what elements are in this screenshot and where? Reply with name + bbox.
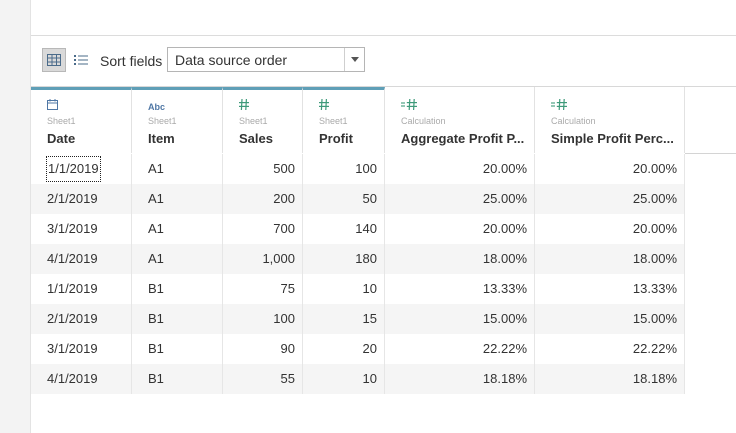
table-row: 2/1/2019 A1 200 50 25.00% 25.00% xyxy=(31,184,685,214)
table-cell[interactable]: 25.00% xyxy=(535,184,685,214)
table-cell[interactable]: 75 xyxy=(223,274,303,304)
column-header-simple-profit-perc[interactable]: Calculation Simple Profit Perc... xyxy=(535,87,685,153)
table-cell[interactable]: 140 xyxy=(303,214,385,244)
table-cell[interactable]: 2/1/2019 xyxy=(31,184,132,214)
table-cell[interactable]: 25.00% xyxy=(385,184,535,214)
grid-view-icon xyxy=(47,54,61,66)
table-cell[interactable]: 700 xyxy=(223,214,303,244)
table-cell[interactable]: A1 xyxy=(132,244,223,274)
table-row: 4/1/2019 A1 1,000 180 18.00% 18.00% xyxy=(31,244,685,274)
table-cell[interactable]: 15.00% xyxy=(385,304,535,334)
table-row: 3/1/2019 B1 90 20 22.22% 22.22% xyxy=(31,334,685,364)
table-cell[interactable]: 15 xyxy=(303,304,385,334)
table-cell[interactable]: 15.00% xyxy=(535,304,685,334)
table-cell[interactable]: 180 xyxy=(303,244,385,274)
table-row: 1/1/2019 A1 500 100 20.00% 20.00% xyxy=(31,154,685,184)
table-cell[interactable]: 3/1/2019 xyxy=(31,334,132,364)
table-cell[interactable]: 10 xyxy=(303,274,385,304)
column-header-profit[interactable]: Sheet1 Profit xyxy=(303,87,385,153)
column-name-label: Date xyxy=(47,131,76,146)
table-cell[interactable]: B1 xyxy=(132,334,223,364)
table-cell[interactable]: 90 xyxy=(223,334,303,364)
calculated-number-icon[interactable] xyxy=(401,97,417,111)
table-cell[interactable]: 18.00% xyxy=(535,244,685,274)
table-cell[interactable]: 18.00% xyxy=(385,244,535,274)
table-cell[interactable]: A1 xyxy=(132,184,223,214)
sort-fields-value: Data source order xyxy=(175,52,288,68)
table-cell[interactable]: 1,000 xyxy=(223,244,303,274)
table-cell[interactable]: B1 xyxy=(132,364,223,394)
calculated-number-icon[interactable] xyxy=(551,97,567,111)
chevron-down-icon xyxy=(350,57,359,62)
table-cell[interactable]: A1 xyxy=(132,214,223,244)
table-cell[interactable]: A1 xyxy=(132,154,223,184)
table-cell[interactable]: 4/1/2019 xyxy=(31,364,132,394)
column-source-label: Sheet1 xyxy=(47,116,76,126)
table-cell[interactable]: 20 xyxy=(303,334,385,364)
column-source-label: Sheet1 xyxy=(148,116,177,126)
left-panel-strip xyxy=(0,0,31,433)
sort-fields-dropdown[interactable]: Data source order xyxy=(167,47,365,72)
table-cell[interactable]: 20.00% xyxy=(385,154,535,184)
column-header-item[interactable]: Abc Sheet1 Item xyxy=(132,87,223,153)
table-cell[interactable]: 20.00% xyxy=(535,154,685,184)
table-cell[interactable]: 500 xyxy=(223,154,303,184)
table-cell[interactable]: 13.33% xyxy=(535,274,685,304)
table-row: 2/1/2019 B1 100 15 15.00% 15.00% xyxy=(31,304,685,334)
column-source-label: Sheet1 xyxy=(319,116,348,126)
table-cell[interactable]: B1 xyxy=(132,304,223,334)
table-cell[interactable]: 13.33% xyxy=(385,274,535,304)
top-panel xyxy=(31,0,736,36)
number-hash-icon[interactable] xyxy=(239,97,249,111)
column-name-label: Simple Profit Perc... xyxy=(551,131,674,146)
column-name-label: Profit xyxy=(319,131,353,146)
table-cell[interactable]: 200 xyxy=(223,184,303,214)
table-cell[interactable]: 20.00% xyxy=(535,214,685,244)
table-row: 4/1/2019 B1 55 10 18.18% 18.18% xyxy=(31,364,685,394)
table-cell[interactable]: 18.18% xyxy=(535,364,685,394)
table-cell[interactable]: 50 xyxy=(303,184,385,214)
table-cell[interactable]: 1/1/2019 xyxy=(31,274,132,304)
table-cell[interactable]: 3/1/2019 xyxy=(31,214,132,244)
table-cell[interactable]: 1/1/2019 xyxy=(31,154,132,184)
column-name-label: Sales xyxy=(239,131,273,146)
data-grid-toolbar: Sort fields Data source order xyxy=(31,36,736,87)
table-cell[interactable]: 20.00% xyxy=(385,214,535,244)
table-cell[interactable]: 2/1/2019 xyxy=(31,304,132,334)
grid-view-button[interactable] xyxy=(42,48,66,72)
column-header-date[interactable]: Sheet1 Date xyxy=(31,87,132,153)
list-view-button[interactable] xyxy=(69,48,93,72)
number-hash-icon[interactable] xyxy=(319,97,329,111)
column-header-aggregate-profit-p[interactable]: Calculation Aggregate Profit P... xyxy=(385,87,535,153)
table-row: 3/1/2019 A1 700 140 20.00% 20.00% xyxy=(31,214,685,244)
table-cell[interactable]: 10 xyxy=(303,364,385,394)
dropdown-arrow-button[interactable] xyxy=(344,48,364,71)
table-cell[interactable]: 55 xyxy=(223,364,303,394)
header-filler xyxy=(685,87,736,154)
column-name-label: Item xyxy=(148,131,175,146)
table-cell[interactable]: 18.18% xyxy=(385,364,535,394)
table-row: 1/1/2019 B1 75 10 13.33% 13.33% xyxy=(31,274,685,304)
list-view-icon xyxy=(74,55,88,65)
column-source-label: Calculation xyxy=(551,116,596,126)
table-cell[interactable]: 22.22% xyxy=(385,334,535,364)
sort-fields-label: Sort fields xyxy=(100,53,163,69)
calendar-icon[interactable] xyxy=(47,97,58,110)
table-cell[interactable]: 22.22% xyxy=(535,334,685,364)
table-cell[interactable]: 100 xyxy=(303,154,385,184)
column-source-label: Sheet1 xyxy=(239,116,268,126)
table-cell[interactable]: 100 xyxy=(223,304,303,334)
column-header-sales[interactable]: Sheet1 Sales xyxy=(223,87,303,153)
column-name-label: Aggregate Profit P... xyxy=(401,131,525,146)
abc-string-icon[interactable]: Abc xyxy=(148,102,166,112)
column-source-label: Calculation xyxy=(401,116,446,126)
table-cell[interactable]: B1 xyxy=(132,274,223,304)
focused-cell-value: 1/1/2019 xyxy=(46,156,101,182)
table-cell[interactable]: 4/1/2019 xyxy=(31,244,132,274)
